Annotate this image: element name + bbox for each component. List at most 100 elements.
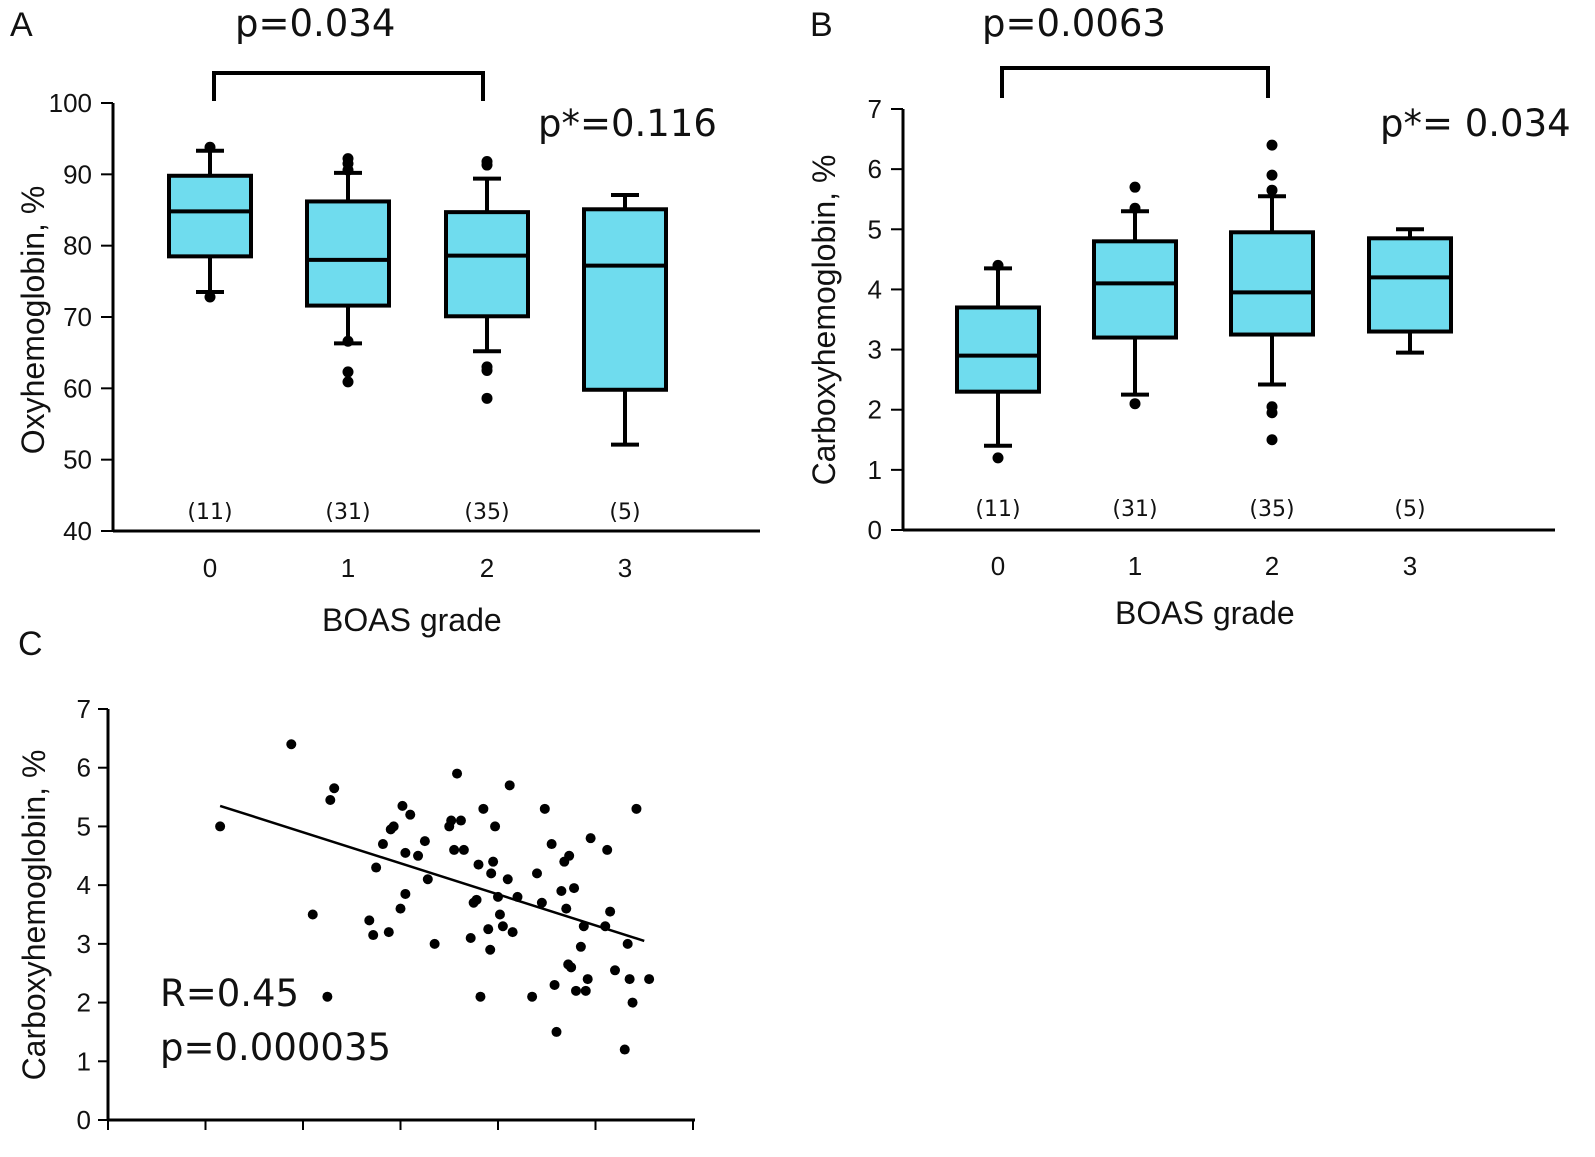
scatter-point <box>549 979 560 990</box>
outlier-point-b <box>1129 398 1141 410</box>
y-tick-label-c: 0 <box>77 1105 91 1135</box>
scatter-point <box>627 997 638 1008</box>
scatter-point <box>400 847 411 858</box>
y-tick-label-b: 7 <box>868 94 882 124</box>
scatter-point <box>566 962 577 973</box>
scatter-point <box>455 815 466 826</box>
scatter-point <box>465 932 476 943</box>
outlier-point-a <box>481 159 493 171</box>
outlier-point-b <box>1266 184 1278 196</box>
scatter-point <box>215 821 226 832</box>
panel-a: A p=0.034 p*=0.116 BOAS grade Oxyhemoglo… <box>10 2 760 638</box>
scatter-point <box>494 909 505 920</box>
x-tick-label-b: 3 <box>1403 551 1417 581</box>
scatter-point <box>419 836 430 847</box>
scatter-point <box>582 974 593 985</box>
n-label-b: (35) <box>1249 497 1294 522</box>
scatter-point <box>631 803 642 814</box>
scatter-point <box>527 991 538 1002</box>
scatter-point <box>507 927 518 938</box>
scatter-point <box>400 888 411 899</box>
scatter-point <box>377 839 388 850</box>
y-axis-title-c: Carboxyhemoglobin, % <box>16 750 52 1081</box>
panel-label-a: A <box>10 6 33 44</box>
scatter-point <box>485 944 496 955</box>
n-label-a: (11) <box>187 500 232 525</box>
x-axis-title-b: BOAS grade <box>1115 595 1295 631</box>
outlier-point-a <box>342 164 354 176</box>
scatter-point <box>502 874 513 885</box>
y-axis-title-a: Oxyhemoglobin, % <box>15 186 51 455</box>
box-a <box>305 199 391 308</box>
y-axis-title-b: Carboxyhemoglobin, % <box>806 155 842 486</box>
scatter-point <box>413 850 424 861</box>
n-label-b: (5) <box>1394 497 1425 522</box>
box-a <box>444 210 530 319</box>
scatter-point <box>575 941 586 952</box>
scatter-point <box>532 868 542 879</box>
scatter-point <box>561 903 572 914</box>
y-tick-label-c: 3 <box>77 929 91 959</box>
x-tick-label-b: 2 <box>1265 551 1279 581</box>
outlier-point-a <box>481 365 493 376</box>
outlier-point-a <box>481 392 493 404</box>
scatter-point <box>473 859 484 870</box>
n-label-a: (35) <box>464 500 509 525</box>
x-tick-label-a: 0 <box>203 553 217 583</box>
y-tick-label-a: 90 <box>63 159 92 189</box>
scatter-point <box>585 833 596 844</box>
y-tick-label-a: 70 <box>63 302 92 332</box>
y-tick-label-a: 40 <box>63 516 92 546</box>
scatter-point <box>539 803 550 814</box>
outlier-point-a <box>204 291 216 303</box>
y-tick-label-c: 4 <box>77 870 91 900</box>
y-tick-label-a: 60 <box>63 373 92 403</box>
scatter-point <box>569 883 580 894</box>
y-tick-label-a: 80 <box>63 231 92 261</box>
scatter-point <box>490 821 501 832</box>
scatter-point <box>405 809 416 820</box>
y-tick-label-c: 2 <box>77 988 91 1018</box>
y-tick-label-c: 1 <box>77 1046 91 1076</box>
y-tick-label-b: 2 <box>868 395 882 425</box>
n-label-a: (5) <box>609 500 640 525</box>
scatter-point <box>364 915 375 926</box>
scatter-point <box>556 886 567 897</box>
scatter-point <box>371 862 382 873</box>
outlier-point-b <box>992 259 1004 271</box>
y-tick-label-c: 5 <box>77 811 91 841</box>
y-tick-label-a: 50 <box>63 445 92 475</box>
x-tick-label-b: 1 <box>1128 551 1142 581</box>
scatter-point <box>286 739 297 750</box>
scatter-point <box>368 930 379 941</box>
scatter-point <box>546 839 557 850</box>
scatter-point <box>458 844 469 855</box>
x-tick-label-b: 0 <box>991 551 1005 581</box>
y-tick-label-b: 5 <box>868 214 882 244</box>
outlier-point-a <box>342 366 354 378</box>
scatter-point <box>483 924 494 935</box>
y-tick-label-b: 4 <box>868 274 882 304</box>
panel-b: B p=0.0063 p*= 0.034 BOAS grade Carboxyh… <box>806 2 1571 631</box>
outlier-point-a <box>204 141 216 153</box>
plot-area-c: 0 1 2 3 4 5 6 7 <box>77 694 695 1135</box>
significance-bracket-a <box>212 71 485 101</box>
scatter-point <box>452 768 463 779</box>
regression-line <box>219 804 645 943</box>
scatter-point <box>471 894 482 905</box>
scatter-point <box>446 815 457 826</box>
comparison-label-a: p=0.034 <box>235 2 395 45</box>
scatter-point <box>486 868 497 879</box>
y-tick-label-b: 1 <box>868 455 882 485</box>
scatter-point <box>504 780 515 791</box>
outlier-point-b <box>1129 181 1141 193</box>
x-tick-label-a: 2 <box>480 553 494 583</box>
outlier-point-b <box>1129 202 1141 214</box>
y-tick-label-b: 6 <box>868 154 882 184</box>
box-a <box>582 207 668 392</box>
scatter-point <box>605 906 616 917</box>
trend-label-a: p*=0.116 <box>538 102 717 145</box>
scatter-point <box>383 927 394 938</box>
y-tick-label-b: 3 <box>868 335 882 365</box>
